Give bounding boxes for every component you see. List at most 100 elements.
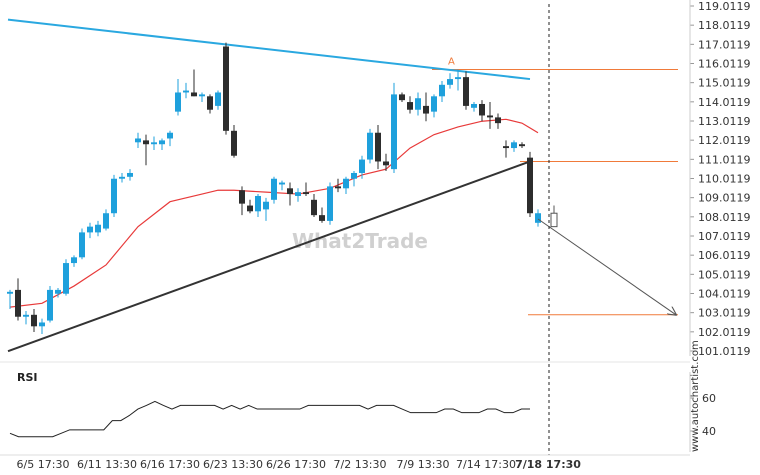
price-tick-label: 105.0119 [698, 268, 751, 281]
candle-body [519, 144, 525, 147]
candle [31, 309, 37, 333]
candle-body [95, 224, 101, 233]
candle [111, 174, 117, 218]
candle-body [439, 84, 445, 97]
candle [391, 82, 397, 173]
candle [343, 176, 349, 195]
candle-body [71, 257, 77, 264]
x-tick-label: 6/26 17:30 [266, 458, 326, 471]
candle-body [111, 178, 117, 214]
candle [191, 69, 197, 97]
candle-body [175, 92, 181, 112]
candle-body [391, 94, 397, 170]
candle-body [87, 226, 93, 233]
candle [183, 82, 189, 99]
candle [271, 176, 277, 204]
x-tick-label: 7/14 17:30 [456, 458, 516, 471]
candle-body [207, 96, 213, 110]
price-tick-label: 106.0119 [698, 249, 751, 262]
price-tick-label: 108.0119 [698, 211, 751, 224]
candle [151, 136, 157, 150]
support-line [7, 160, 531, 353]
candle-body [127, 172, 133, 177]
candle-body [319, 215, 325, 221]
candle [255, 194, 261, 218]
price-tick-label: 103.0119 [698, 307, 751, 320]
candle [207, 94, 213, 114]
candle-body [39, 322, 45, 327]
candle-body [231, 130, 237, 156]
candle-body [463, 77, 469, 106]
candle-body [167, 132, 173, 139]
candle [327, 182, 333, 225]
candle [375, 125, 381, 170]
candle [383, 153, 389, 172]
candle [407, 96, 413, 114]
rsi-tick-label: 40 [702, 425, 716, 438]
candle-body [199, 94, 205, 97]
x-tick-label: 6/23 13:30 [203, 458, 263, 471]
candle-body [487, 115, 493, 118]
price-tick-label: 115.0119 [698, 77, 751, 90]
rsi-label: RSI [17, 371, 38, 384]
candle [7, 289, 13, 310]
candle-body [63, 263, 69, 294]
candle-body [55, 289, 61, 294]
price-tick-label: 104.0119 [698, 288, 751, 301]
candle-body [431, 96, 437, 112]
candle-body [455, 77, 461, 80]
candle-body [511, 142, 517, 149]
candle-body [15, 289, 21, 317]
candle-body [503, 146, 509, 149]
price-tick-label: 112.0119 [698, 134, 751, 147]
candle-body [423, 105, 429, 114]
price-tick-label: 119.0119 [698, 0, 751, 13]
candle-body [383, 161, 389, 166]
candle [399, 92, 405, 103]
candle [319, 207, 325, 223]
candle [263, 197, 269, 221]
candle [447, 73, 453, 89]
price-tick-label: 101.0119 [698, 345, 751, 358]
candle-body [479, 103, 485, 116]
candle [55, 287, 61, 298]
price-tick-label: 110.0119 [698, 173, 751, 186]
price-tick-label: 118.0119 [698, 19, 751, 32]
price-tick-label: 102.0119 [698, 326, 751, 339]
price-tick-label: 116.0119 [698, 58, 751, 71]
candle [127, 169, 133, 181]
candle [519, 142, 525, 149]
x-tick-label: 6/11 13:30 [77, 458, 137, 471]
candle [295, 188, 301, 202]
candle [247, 199, 253, 214]
candle-body [367, 132, 373, 160]
candle [143, 134, 149, 166]
brand-text: www.autochartist.com [690, 340, 701, 452]
candle-body [471, 103, 477, 108]
candle [39, 318, 45, 334]
candle [439, 80, 445, 103]
candle-body [239, 190, 245, 204]
price-tick-label: 117.0119 [698, 38, 751, 51]
candle-body [143, 140, 149, 145]
candle [79, 228, 85, 260]
candle-body [375, 132, 381, 162]
candle [431, 94, 437, 118]
candle-body [415, 98, 421, 110]
candle-body [119, 176, 125, 179]
candle-body [159, 140, 165, 145]
candle [239, 186, 245, 216]
candle [535, 209, 541, 227]
candle-body [535, 213, 541, 223]
candle [415, 92, 421, 116]
candle [103, 209, 109, 231]
candle-body [335, 186, 341, 189]
candle-body [255, 195, 261, 212]
candle-body [135, 138, 141, 143]
candle [23, 310, 29, 325]
candle [335, 178, 341, 193]
candle-body [311, 199, 317, 216]
forming-candle [550, 212, 558, 228]
candle [527, 151, 533, 218]
